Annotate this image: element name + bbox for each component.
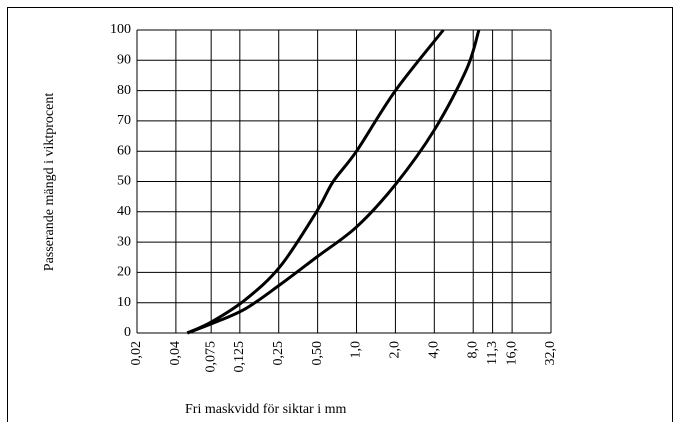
y-tick-label: 10 <box>117 295 131 310</box>
x-tick-label: 0,25 <box>271 341 286 366</box>
x-tick-label: 0,02 <box>129 341 144 366</box>
x-tick-label: 0,04 <box>168 341 183 366</box>
y-axis-label: Passerande mängd i viktprocent <box>42 93 57 272</box>
y-tick-label: 60 <box>117 143 131 158</box>
frame <box>7 7 673 422</box>
x-tick-label: 8,0 <box>465 341 480 359</box>
x-tick-label: 0,50 <box>310 341 325 366</box>
x-tick-label: 11,3 <box>485 341 500 365</box>
x-tick-label: 1,0 <box>349 341 364 359</box>
y-tick-label: 20 <box>117 265 131 280</box>
x-tick-label: 4,0 <box>427 341 442 359</box>
y-tick-label: 90 <box>117 53 131 68</box>
x-tick-label: 32,0 <box>543 341 558 366</box>
line <box>186 29 445 335</box>
y-tick-label: 30 <box>117 234 131 249</box>
y-tick-label: 100 <box>110 22 131 37</box>
x-tick-label: 0,075 <box>203 341 218 373</box>
x-tick-label: 0,125 <box>232 341 247 373</box>
x-tick-label: 2,0 <box>388 341 403 359</box>
x-axis-label: Fri maskvidd för siktar i mm <box>185 402 346 417</box>
line <box>186 29 481 335</box>
y-tick-label: 70 <box>117 113 131 128</box>
y-tick-label: 80 <box>117 83 131 98</box>
x-tick-label: 16,0 <box>504 341 519 366</box>
y-tick-label: 40 <box>117 204 131 219</box>
y-tick-label: 0 <box>124 325 131 340</box>
y-tick-label: 50 <box>117 174 131 189</box>
